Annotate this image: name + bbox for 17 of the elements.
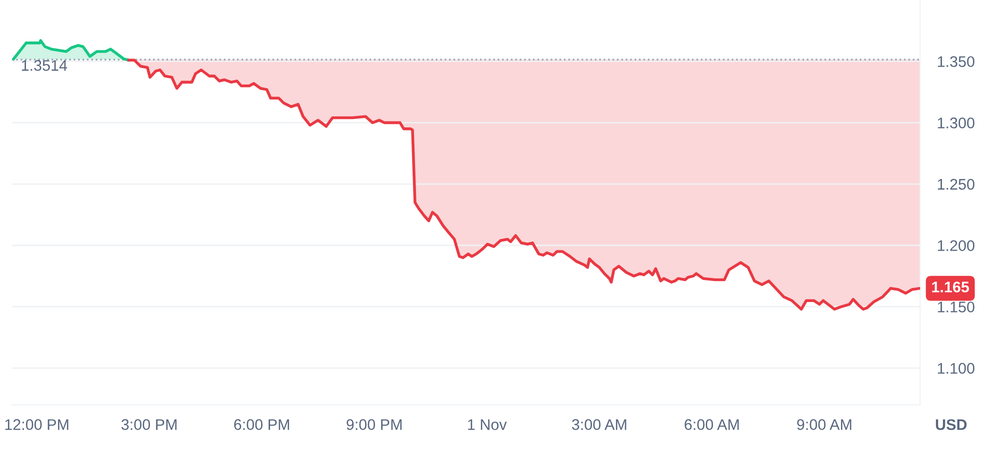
y-axis-title: USD	[936, 419, 967, 430]
y-tick-label: 1.100	[938, 362, 974, 374]
ref-line-label: 1.3514	[22, 60, 68, 71]
y-tick-label: 1.250	[938, 178, 974, 190]
x-tick-label: 3:00 PM	[121, 419, 177, 430]
annotation: 1.165	[932, 282, 970, 292]
y-tick-label: 1.350	[938, 56, 974, 68]
x-tick-label: 9:00 PM	[346, 419, 402, 430]
x-tick-label: 12:00 PM	[5, 419, 68, 430]
y-tick-label: 1.300	[938, 118, 974, 128]
x-tick-label: 3:00 AM	[572, 419, 626, 430]
x-tick-label: 6:00 PM	[234, 419, 290, 430]
x-tick-label: 9:00 AM	[797, 419, 852, 430]
x-tick-label: 6:00 AM	[684, 419, 739, 430]
y-tick-label: 1.150	[938, 302, 974, 312]
x-tick-label: 1 Nov	[468, 419, 507, 430]
y-tick-label: 1.200	[938, 240, 974, 252]
